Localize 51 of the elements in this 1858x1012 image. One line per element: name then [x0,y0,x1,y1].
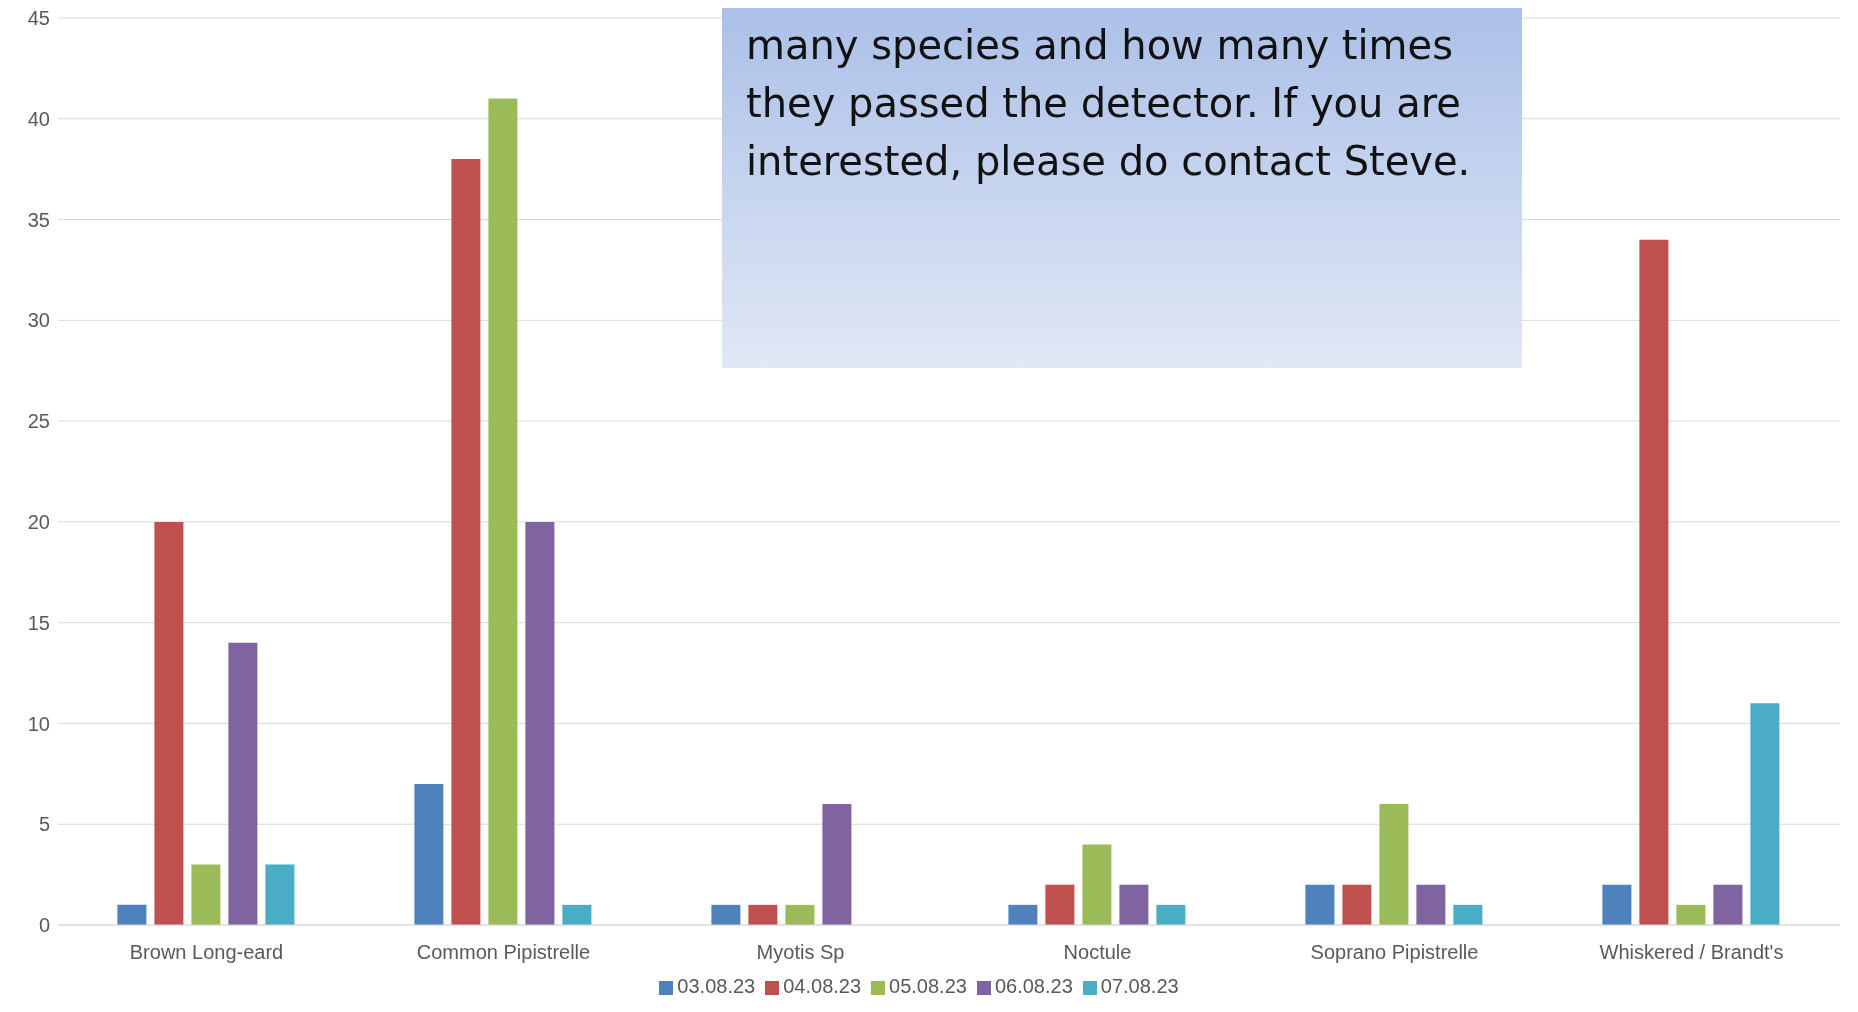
bar [1342,884,1372,925]
bar [1750,703,1780,925]
bar [525,521,555,925]
bar [1676,904,1706,925]
bar [1602,884,1632,925]
bar [265,864,295,925]
y-tick-label: 25 [27,410,50,433]
bar [1156,904,1186,925]
bar [1008,904,1038,925]
legend-label: 07.08.23 [1100,975,1179,997]
x-tick-label: Myotis Sp [756,941,845,964]
x-tick-label: Common Pipistrelle [416,941,591,964]
y-tick-label: 10 [27,712,50,735]
y-tick-label: 0 [38,914,50,937]
bar [191,864,221,925]
legend-label: 05.08.23 [889,975,967,997]
bar [1305,884,1335,925]
bar [1453,904,1483,925]
x-tick-label: Whiskered / Brandt's [1599,941,1784,964]
y-tick-label: 15 [27,611,50,634]
bar [562,904,592,925]
y-tick-label: 45 [27,7,50,30]
y-tick-label: 5 [38,813,50,836]
text-box: many species and how many times they passed the detector. If you are interested, please do contact Steve. [722,8,1522,368]
legend-label: 04.08.23 [783,975,862,997]
bar [711,904,741,925]
bar [1416,884,1446,925]
bar [1713,884,1743,925]
bar [154,521,184,925]
bar [1045,884,1075,925]
bar [117,904,147,925]
bar [451,159,481,925]
y-tick-label: 30 [27,309,50,332]
bar [1082,844,1112,925]
bar [785,904,815,925]
legend-label: 03.08.23 [677,975,756,997]
bar [1639,239,1669,925]
bar [488,98,518,925]
bar [228,642,258,925]
bar [1119,884,1149,925]
x-tick-label: Noctule [1063,941,1132,964]
x-tick-label: Brown Long-eard [129,941,284,964]
bar [414,783,444,925]
y-tick-label: 40 [27,107,50,130]
bar [748,904,778,925]
y-tick-label: 35 [27,208,50,231]
y-tick-label: 20 [27,510,50,533]
bar [822,804,852,925]
x-tick-label: Soprano Pipistrelle [1310,941,1479,964]
legend-label: 06.08.23 [994,975,1073,997]
bar [1379,804,1409,925]
